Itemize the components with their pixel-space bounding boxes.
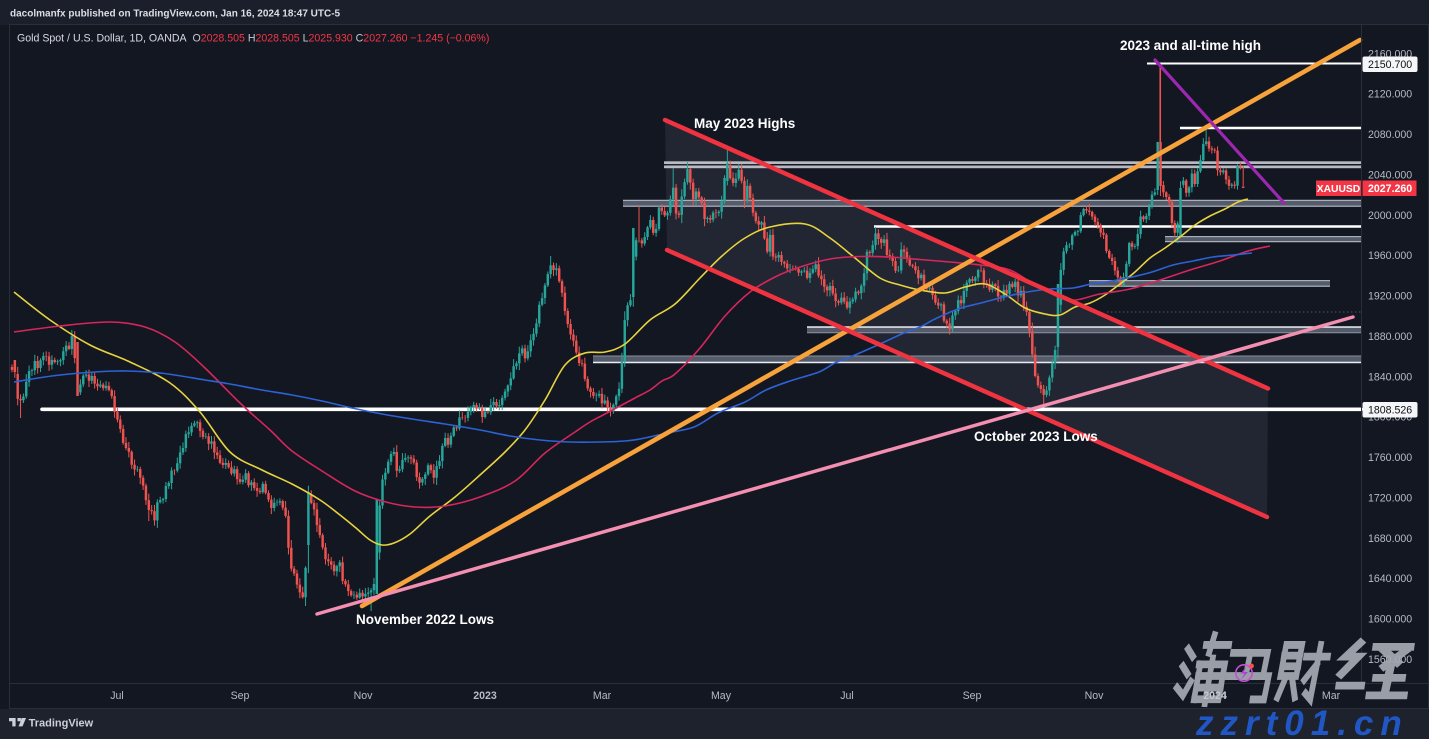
svg-text:1960.000: 1960.000 <box>1368 250 1412 262</box>
svg-text:Jul: Jul <box>840 690 854 702</box>
svg-text:October 2023 Lows: October 2023 Lows <box>974 429 1098 444</box>
svg-text:XAUUSD: XAUUSD <box>1317 184 1360 195</box>
svg-text:May: May <box>711 690 732 702</box>
svg-text:Nov: Nov <box>1085 690 1105 702</box>
svg-text:2040.000: 2040.000 <box>1368 169 1412 181</box>
svg-text:May 2023 Highs: May 2023 Highs <box>694 116 795 131</box>
svg-text:1640.000: 1640.000 <box>1368 573 1412 585</box>
svg-text:Sep: Sep <box>963 690 982 702</box>
svg-text:zzrt01.cn: zzrt01.cn <box>1195 704 1409 739</box>
svg-text:2023: 2023 <box>473 690 497 702</box>
svg-text:November 2022 Lows: November 2022 Lows <box>356 612 494 627</box>
svg-text:2120.000: 2120.000 <box>1368 89 1412 101</box>
svg-text:2027.260: 2027.260 <box>1368 183 1412 195</box>
svg-text:2080.000: 2080.000 <box>1368 129 1412 141</box>
svg-text:Sep: Sep <box>231 690 250 702</box>
svg-text:1808.526: 1808.526 <box>1368 405 1412 417</box>
svg-text:2000.000: 2000.000 <box>1368 210 1412 222</box>
svg-text:Jul: Jul <box>110 690 124 702</box>
svg-text:1840.000: 1840.000 <box>1368 371 1412 383</box>
svg-text:1680.000: 1680.000 <box>1368 533 1412 545</box>
svg-text:dacolmanfx published on Tradin: dacolmanfx published on TradingView.com,… <box>10 9 341 20</box>
svg-text:Mar: Mar <box>593 690 612 702</box>
svg-text:1720.000: 1720.000 <box>1368 492 1412 504</box>
svg-text:1600.000: 1600.000 <box>1368 614 1412 626</box>
svg-text:1920.000: 1920.000 <box>1368 291 1412 303</box>
svg-text:2150.700: 2150.700 <box>1368 59 1412 71</box>
svg-text:Gold Spot / U.S. Dollar, 1D, O: Gold Spot / U.S. Dollar, 1D, OANDA O2028… <box>17 33 489 45</box>
svg-text:TradingView: TradingView <box>29 717 94 729</box>
svg-text:Mar: Mar <box>1322 690 1341 702</box>
svg-text:2023 and all-time high: 2023 and all-time high <box>1120 38 1261 53</box>
svg-text:Nov: Nov <box>354 690 374 702</box>
svg-text:1760.000: 1760.000 <box>1368 452 1412 464</box>
svg-text:1880.000: 1880.000 <box>1368 331 1412 343</box>
svg-text:2024: 2024 <box>1203 690 1227 702</box>
